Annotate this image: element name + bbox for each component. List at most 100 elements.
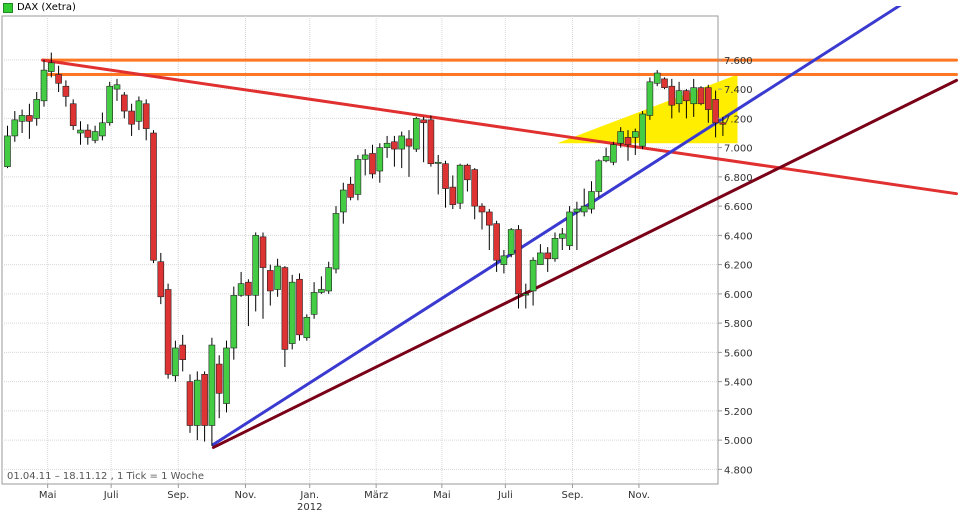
candle: [661, 77, 668, 90]
candle-body: [420, 119, 427, 124]
candle-body: [62, 85, 70, 97]
candle: [588, 181, 595, 214]
candle-body: [47, 62, 55, 72]
candle: [237, 271, 245, 297]
y-tick-label: 5.000: [724, 436, 753, 447]
candle: [274, 258, 281, 297]
legend-swatch-icon: [3, 2, 13, 13]
candle: [391, 135, 398, 167]
candle-body: [383, 142, 391, 148]
candle: [449, 175, 457, 210]
candle: [245, 279, 252, 327]
candle: [215, 355, 223, 419]
y-tick-label: 5.800: [724, 319, 753, 330]
chart-title: DAX (Xetra): [17, 2, 76, 13]
candle: [369, 144, 376, 179]
x-tick-label: Sep.: [167, 490, 189, 501]
candle: [77, 121, 84, 145]
candle-body: [55, 74, 62, 84]
candle: [135, 96, 143, 131]
candle: [157, 252, 165, 305]
candle-body: [427, 119, 435, 165]
x-tick-label: Mai: [39, 490, 57, 501]
candle-body: [602, 156, 610, 162]
candle-body: [121, 94, 128, 112]
trend-line-darkred-support: [211, 78, 958, 449]
candle-body: [361, 154, 369, 160]
candle: [529, 257, 537, 306]
candle-body: [172, 347, 179, 377]
candle: [40, 59, 48, 107]
candle-body: [580, 205, 588, 213]
candle: [121, 92, 128, 119]
candle-body: [391, 141, 398, 150]
candle-body: [551, 238, 559, 260]
candle: [172, 340, 179, 382]
candle: [208, 337, 216, 446]
candle: [84, 124, 92, 145]
y-tick-label: 7.000: [724, 144, 753, 155]
candle: [113, 78, 121, 101]
candle-body: [252, 235, 259, 296]
candle: [91, 125, 99, 144]
candle: [11, 111, 19, 142]
candle: [442, 160, 449, 208]
candle-body: [485, 211, 493, 226]
candle: [551, 232, 559, 262]
candle-body: [464, 164, 471, 181]
candle-body: [325, 267, 333, 292]
candle: [434, 154, 442, 195]
candle: [69, 99, 77, 131]
y-tick-label: 6.200: [724, 261, 753, 272]
trend-line-red-downtrend: [41, 58, 958, 196]
candle-body: [303, 316, 311, 339]
candle: [493, 220, 500, 272]
candle-body: [610, 144, 617, 163]
x-tick-label: Nov.: [628, 490, 650, 501]
candle-body: [566, 211, 573, 246]
candle: [281, 266, 289, 367]
candle: [26, 103, 33, 139]
plot-frame: [1, 15, 719, 485]
candle: [318, 276, 325, 294]
x-tick-label: Nov.: [235, 490, 257, 501]
candle-body: [186, 381, 194, 426]
candle-body: [157, 261, 165, 298]
candle: [405, 130, 413, 177]
candle-body: [135, 100, 143, 122]
candle-body: [259, 236, 267, 268]
candle-body: [500, 255, 508, 265]
candle-body: [595, 160, 603, 192]
candle-body: [624, 137, 632, 145]
candle: [704, 84, 712, 123]
candle-body: [11, 119, 19, 137]
candle: [99, 112, 106, 141]
candle: [646, 77, 654, 120]
candle: [106, 81, 113, 126]
candle-body: [332, 213, 340, 270]
candle: [383, 135, 391, 158]
candle: [55, 65, 62, 93]
y-tick-label: 4.800: [724, 465, 753, 476]
candle: [186, 374, 194, 433]
candle-body: [215, 363, 223, 394]
candle: [332, 206, 340, 274]
candle-body: [668, 85, 676, 106]
candle: [179, 334, 186, 372]
candle-body: [142, 103, 150, 129]
candle: [471, 168, 479, 220]
y-tick-label: 7.400: [724, 85, 753, 96]
candle-body: [223, 347, 230, 404]
candle-body: [398, 135, 406, 150]
candle-body: [456, 164, 464, 204]
candle-body: [69, 103, 77, 126]
candle-body: [33, 99, 41, 119]
candle-body: [558, 233, 566, 239]
candle: [544, 247, 552, 272]
candle: [420, 116, 427, 163]
candle-body: [515, 229, 522, 295]
x-tick-label: Sep.: [562, 490, 584, 501]
candle-body: [646, 81, 654, 116]
candle: [150, 130, 157, 264]
